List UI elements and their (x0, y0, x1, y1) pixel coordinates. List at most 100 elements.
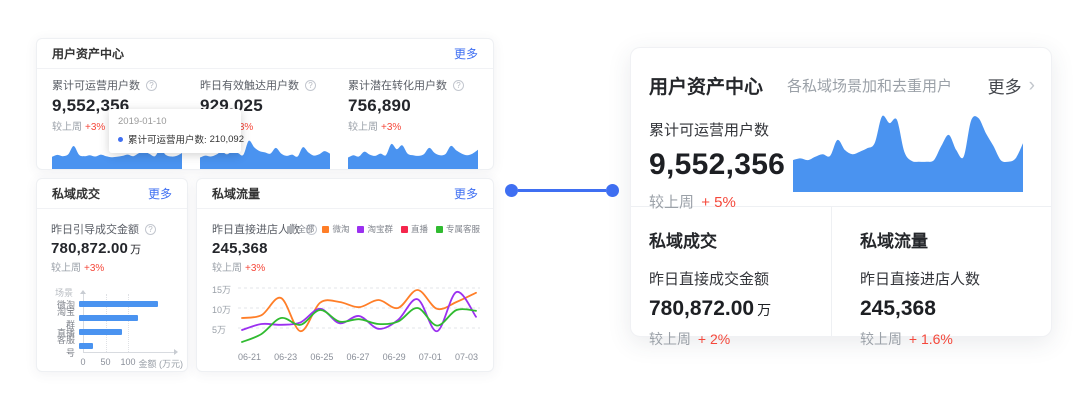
connector-line (518, 189, 606, 192)
legend-item[interactable]: 淘宝群 (357, 223, 393, 235)
metric-label: 昨日直接进店人数 (860, 271, 981, 288)
line-chart-svg[interactable] (238, 284, 480, 348)
delta-label: 较上周 (348, 122, 378, 133)
x-tick-label: 0 (80, 357, 86, 367)
section-title: 私域流量 (860, 232, 928, 251)
detail-section-deal: 私域成交 昨日直接成交金额 780,872.00 万 较上周 + 2% (631, 207, 831, 347)
metric-value: 245,368 (212, 240, 268, 257)
user-assets-card: 用户资产中心 更多 累计可运营用户数 9,552,356 较上周+3% 昨日有效… (36, 38, 494, 170)
chart-legend: 全部 微淘 淘宝群 直播 专属客服 (287, 223, 480, 235)
delta-value: + 2% (697, 331, 731, 347)
metric-label-text: 昨日引导成交金额 (51, 224, 139, 236)
help-icon[interactable] (305, 79, 316, 91)
x-tick-label: 50 (100, 357, 111, 367)
more-link[interactable]: 更多 (453, 187, 478, 201)
traffic-card-body: 昨日直接进店人数 全部 微淘 淘宝群 直播 专属客服 245,368 较上周+3% 5万… (197, 209, 493, 366)
metric-value: 780,872.00 万 (649, 297, 813, 321)
metric-potential-users: 累计潜在转化用户数 756,890 较上周+3% (348, 77, 478, 169)
detail-metric: 累计可运营用户数 9,552,356 较上周 + 5% (631, 99, 1051, 212)
deal-card-body: 昨日引导成交金额 780,872.00万 较上周+3% 场景 微淘淘宝群直播客服… (37, 209, 187, 372)
chart-tooltip: 2019-01-10 累计可运营用户数: 210,092 (109, 109, 244, 153)
divider (631, 206, 1051, 207)
help-icon[interactable] (453, 79, 464, 91)
delta-label: 较上周 (649, 194, 695, 211)
help-icon[interactable] (146, 79, 157, 91)
tooltip-series-label: 累计可运营用户数: (128, 135, 207, 146)
tooltip-date: 2019-01-10 (118, 116, 167, 127)
legend-swatch-icon (322, 225, 330, 233)
card-title: 私域流量 (212, 187, 261, 201)
bar-x-axis-label: 金额 (万元) (138, 359, 184, 369)
x-axis-arrow-icon (174, 349, 181, 355)
metric-label: 昨日直接进店人数 (212, 221, 478, 237)
metric-label-text: 累计可运营用户数 (52, 80, 140, 92)
metric-value-number: 780,872.00 (51, 240, 129, 257)
legend-swatch-icon (287, 225, 295, 233)
help-icon[interactable] (145, 223, 156, 235)
bar-row: 微淘 (51, 297, 175, 311)
detail-title: 用户资产中心 (649, 77, 764, 98)
metric-label: 昨日引导成交金额 (51, 221, 173, 237)
bar[interactable] (79, 343, 93, 349)
delta-label: 较上周 (212, 263, 242, 274)
detail-area-chart[interactable] (793, 108, 1023, 192)
bar-gridline (128, 294, 129, 352)
help-icon[interactable] (306, 223, 317, 235)
delta-value: +3% (381, 122, 402, 133)
delta-value: +3% (84, 263, 105, 274)
legend-item[interactable]: 直播 (400, 223, 428, 235)
deal-bar-chart[interactable]: 场景 微淘 淘宝群 直播 客服号 0 50 100 金额 (万元) (51, 286, 183, 372)
connector-dot-icon (505, 184, 518, 197)
y-axis-line (83, 294, 84, 352)
legend-label: 直播 (410, 224, 428, 234)
metric-label: 累计可运营用户数 (649, 122, 770, 139)
metric-delta: 较上周 + 5% (649, 191, 1033, 212)
tooltip-value: 210,092 (209, 133, 244, 145)
legend-swatch-icon (435, 225, 443, 233)
traffic-line-chart[interactable]: 5万 10万 15万 06-21 06-23 06-25 06-27 06-29 07-01 0… (212, 284, 480, 366)
metric-delta: 较上周+3% (348, 118, 478, 133)
legend-item[interactable]: 微淘 (322, 223, 349, 235)
legend-swatch-icon (400, 225, 408, 233)
bar-category-label: 淘宝群 (56, 307, 75, 330)
more-link[interactable]: 更多 (453, 47, 478, 61)
sparkline-chart[interactable] (200, 137, 330, 169)
more-link[interactable]: 更多 (147, 187, 172, 201)
sparkline-chart[interactable] (348, 137, 478, 169)
detail-card-header: 用户资产中心 各私域场景加和去重用户 更多 › (631, 48, 1051, 99)
bar[interactable] (79, 329, 122, 335)
bar[interactable] (79, 301, 158, 307)
bar[interactable] (79, 315, 138, 321)
x-tick-label: 06-27 (346, 352, 370, 362)
x-axis-tick-labels: 06-21 06-23 06-25 06-27 06-29 07-01 07-03 (238, 352, 478, 362)
delta-value: +3% (233, 122, 254, 133)
bar-gridline (105, 294, 107, 352)
detail-sections: 私域成交 昨日直接成交金额 780,872.00 万 较上周 + 2% 私域流量 … (631, 207, 1051, 347)
delta-value: + 1.6% (908, 331, 953, 347)
legend-label: 全部 (297, 224, 315, 234)
sparkline-chart[interactable] (52, 137, 182, 169)
more-link[interactable]: 更多 › (988, 73, 1035, 98)
card-title: 用户资产中心 (52, 47, 125, 61)
legend-item[interactable]: 全部 (287, 223, 314, 235)
x-axis-line (83, 352, 175, 353)
metric-label: 累计潜在转化用户数 (348, 77, 478, 93)
traffic-card: 私域流量 更多 昨日直接进店人数 全部 微淘 淘宝群 直播 专属客服 245,368 较… (196, 178, 494, 372)
metric-value-unit: 万 (757, 302, 772, 318)
metric-label-text: 昨日有效触达用户数 (200, 80, 299, 92)
metric-value: 9,552,356 (649, 148, 786, 181)
series-dot-icon (118, 136, 123, 142)
connector-dot-icon (606, 184, 619, 197)
delta-label: 较上周 (649, 331, 691, 347)
y-axis-tick-labels: 5万 10万 15万 (212, 284, 236, 348)
delta-label: 较上周 (51, 263, 81, 274)
x-tick-label: 07-03 (454, 352, 478, 362)
delta-label: 较上周 (860, 331, 902, 347)
metric-value: 756,890 (348, 96, 411, 115)
deal-card: 私域成交 更多 昨日引导成交金额 780,872.00万 较上周+3% 场景 微… (36, 178, 188, 372)
legend-item[interactable]: 专属客服 (435, 223, 480, 235)
metric-label-text: 昨日直接进店人数 (212, 224, 300, 236)
metric-value-number: 245,368 (860, 297, 936, 320)
metric-value-number: 780,872.00 (649, 297, 755, 320)
deal-card-header: 私域成交 更多 (37, 179, 187, 209)
